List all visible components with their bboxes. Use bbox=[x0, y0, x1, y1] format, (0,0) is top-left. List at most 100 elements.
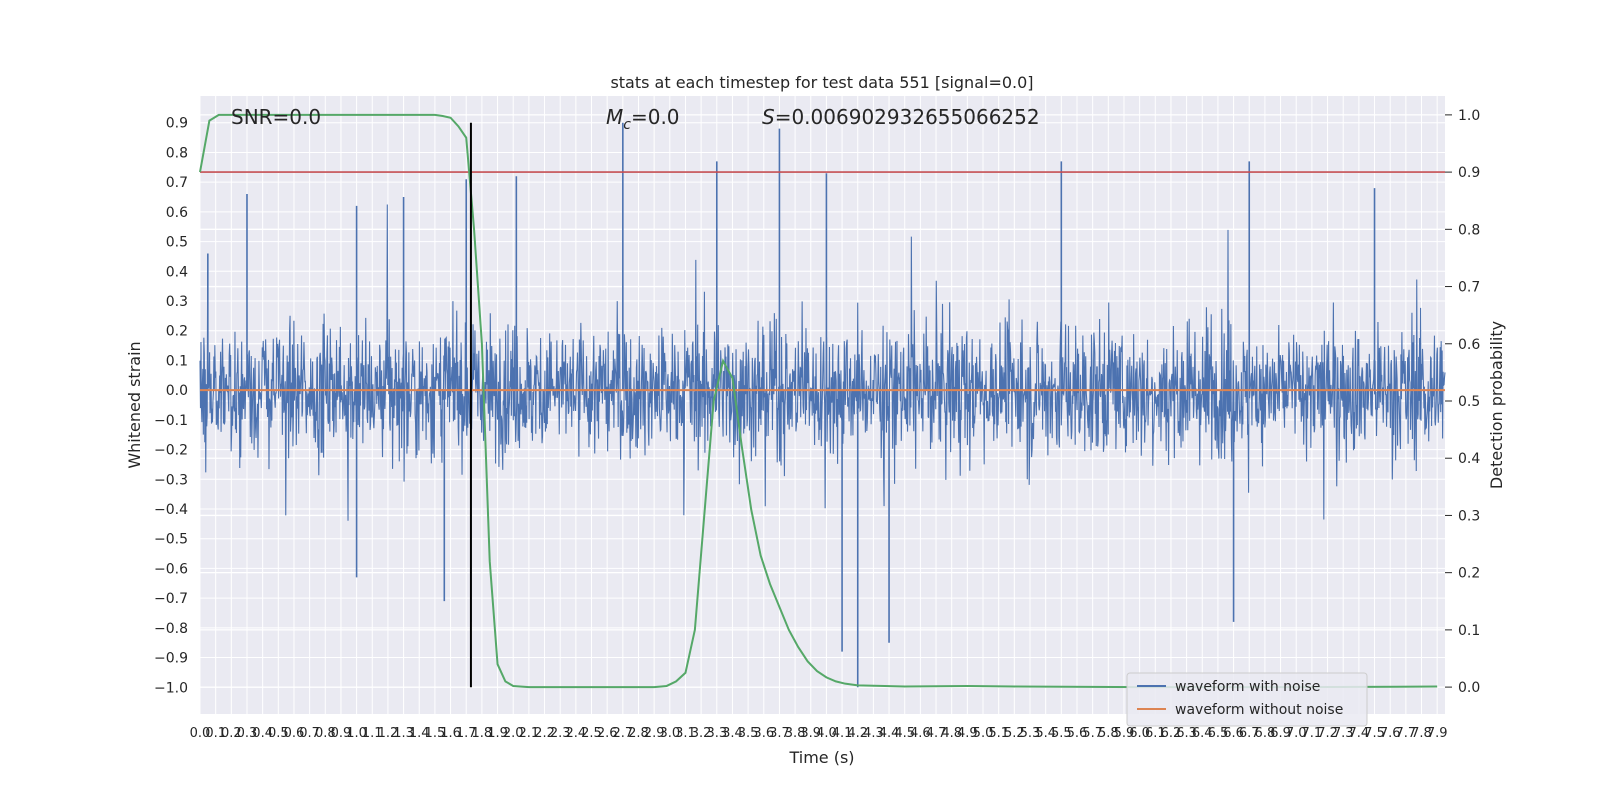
x-tick-label: 4.6 bbox=[910, 726, 931, 741]
x-tick-label: 1.7 bbox=[456, 726, 477, 741]
x-tick-label: 5.5 bbox=[1051, 726, 1072, 741]
x-tick-label: 1.1 bbox=[362, 726, 383, 741]
y-tick-label: 0.3 bbox=[166, 294, 188, 310]
x-tick-label: 7.4 bbox=[1349, 726, 1370, 741]
x-tick-label: 2.0 bbox=[503, 726, 524, 741]
x-tick-label: 7.9 bbox=[1427, 726, 1448, 741]
x-tick-label: 2.7 bbox=[612, 726, 633, 741]
x-tick-label: 6.2 bbox=[1161, 726, 1182, 741]
x-tick-label: 1.3 bbox=[393, 726, 414, 741]
y2-tick-label: 1.0 bbox=[1458, 108, 1480, 124]
x-tick-label: 2.8 bbox=[628, 726, 649, 741]
x-tick-label: 2.9 bbox=[644, 726, 665, 741]
x-tick-label: 7.0 bbox=[1286, 726, 1307, 741]
x-tick-label: 1.9 bbox=[487, 726, 508, 741]
chirp-mass-value: =0.0 bbox=[631, 105, 680, 129]
s-value: =0.006902932655066252 bbox=[775, 105, 1040, 129]
x-tick-label: 1.8 bbox=[472, 726, 493, 741]
x-tick-label: 2.3 bbox=[550, 726, 571, 741]
x-tick-label: 2.4 bbox=[566, 726, 587, 741]
s-annotation: S=0.006902932655066252 bbox=[762, 105, 1040, 129]
x-tick-label: 3.9 bbox=[800, 726, 821, 741]
y-tick-label: 0.2 bbox=[166, 324, 188, 340]
y-tick-label: −0.1 bbox=[154, 413, 188, 429]
y-tick-label: 0.8 bbox=[166, 145, 188, 161]
grid bbox=[199, 96, 1445, 714]
x-tick-label: 1.0 bbox=[346, 726, 367, 741]
y-tick-label: −0.4 bbox=[154, 502, 188, 518]
x-tick-label: 3.2 bbox=[691, 726, 712, 741]
y-tick-label: 0.5 bbox=[166, 235, 188, 251]
x-tick-label: 6.0 bbox=[1129, 726, 1150, 741]
y2-tick-label: 0.2 bbox=[1458, 566, 1480, 582]
x-tick-label: 4.2 bbox=[847, 726, 868, 741]
x-tick-label: 7.6 bbox=[1380, 726, 1401, 741]
detection-probability-line bbox=[199, 113, 1438, 689]
y-tick-label: −1.0 bbox=[154, 680, 188, 696]
y-tick-label: −0.6 bbox=[154, 561, 188, 577]
legend-box bbox=[1126, 672, 1368, 727]
chirp-mass-symbol: M bbox=[606, 105, 623, 129]
y-tick-label: 0.0 bbox=[166, 383, 188, 399]
x-tick-label: 0.9 bbox=[331, 726, 352, 741]
y2-tick-label: 0.7 bbox=[1458, 280, 1480, 296]
x-tick-label: 5.8 bbox=[1098, 726, 1119, 741]
chart-title: stats at each timestep for test data 551… bbox=[610, 73, 1033, 92]
y-tick-label: 0.1 bbox=[166, 353, 188, 369]
x-tick-label: 0.0 bbox=[190, 726, 211, 741]
y-tick-label: −0.3 bbox=[154, 472, 188, 488]
x-tick-label: 0.3 bbox=[237, 726, 258, 741]
x-tick-label: 3.1 bbox=[675, 726, 696, 741]
s-symbol: S bbox=[762, 105, 775, 129]
legend-label-noise: waveform with noise bbox=[1175, 679, 1320, 695]
x-tick-label: 1.5 bbox=[425, 726, 446, 741]
x-tick-label: 1.4 bbox=[409, 726, 430, 741]
x-tick-label: 0.5 bbox=[268, 726, 289, 741]
x-tick-label: 3.3 bbox=[706, 726, 727, 741]
x-tick-label: 5.7 bbox=[1082, 726, 1103, 741]
chirp-mass-subscript: c bbox=[623, 117, 631, 133]
x-tick-label: 4.0 bbox=[816, 726, 837, 741]
x-tick-label: 7.7 bbox=[1396, 726, 1417, 741]
y2-tick-label: 0.9 bbox=[1458, 165, 1480, 181]
x-tick-label: 4.3 bbox=[863, 726, 884, 741]
x-axis-label: Time (s) bbox=[788, 748, 854, 767]
y-tick-label: −0.8 bbox=[154, 621, 188, 637]
y-tick-label: −0.2 bbox=[154, 443, 188, 459]
y-tick-label: 0.4 bbox=[166, 264, 188, 280]
y2-tick-label: 0.1 bbox=[1458, 623, 1480, 639]
x-tick-label: 2.2 bbox=[534, 726, 555, 741]
y-tick-label: 0.7 bbox=[166, 175, 188, 191]
x-tick-label: 6.9 bbox=[1270, 726, 1291, 741]
x-tick-label: 3.8 bbox=[785, 726, 806, 741]
chirp-mass-annotation: Mc=0.0 bbox=[606, 105, 680, 133]
legend: waveform with noise waveform without noi… bbox=[1126, 672, 1368, 727]
x-tick-label: 7.5 bbox=[1364, 726, 1385, 741]
x-tick-label: 2.1 bbox=[519, 726, 540, 741]
legend-label-clean: waveform without noise bbox=[1175, 702, 1343, 718]
x-tick-label: 7.2 bbox=[1317, 726, 1338, 741]
x-tick-label: 1.2 bbox=[378, 726, 399, 741]
x-tick-label: 7.3 bbox=[1333, 726, 1354, 741]
x-tick-label: 3.0 bbox=[659, 726, 680, 741]
x-tick-label: 5.0 bbox=[973, 726, 994, 741]
x-tick-label: 6.6 bbox=[1223, 726, 1244, 741]
noise-waveform-line bbox=[199, 204, 1446, 521]
x-tick-label: 0.6 bbox=[284, 726, 305, 741]
x-tick-label: 4.1 bbox=[832, 726, 853, 741]
x-tick-label: 3.6 bbox=[753, 726, 774, 741]
y2-tick-label: 0.0 bbox=[1458, 680, 1480, 696]
x-tick-label: 6.7 bbox=[1239, 726, 1260, 741]
x-tick-label: 6.3 bbox=[1176, 726, 1197, 741]
y-axis-label: Whitened strain bbox=[125, 341, 144, 468]
y2-tick-label: 0.6 bbox=[1458, 337, 1480, 353]
x-tick-label: 2.5 bbox=[581, 726, 602, 741]
x-tick-label: 5.2 bbox=[1004, 726, 1025, 741]
x-tick-label: 0.8 bbox=[315, 726, 336, 741]
y2-tick-label: 0.5 bbox=[1458, 394, 1480, 410]
x-tick-label: 6.1 bbox=[1145, 726, 1166, 741]
x-tick-label: 5.4 bbox=[1035, 726, 1056, 741]
x-tick-label: 1.6 bbox=[440, 726, 461, 741]
x-tick-label: 2.6 bbox=[597, 726, 618, 741]
